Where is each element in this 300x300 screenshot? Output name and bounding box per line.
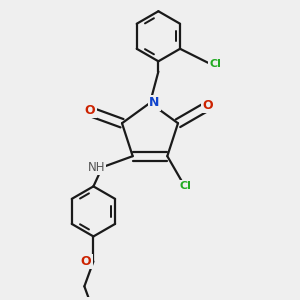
- Text: Cl: Cl: [179, 181, 191, 191]
- Text: O: O: [202, 99, 213, 112]
- Text: NH: NH: [88, 161, 105, 174]
- Text: O: O: [85, 104, 95, 117]
- Text: Cl: Cl: [209, 59, 221, 69]
- Text: N: N: [149, 96, 160, 110]
- Text: O: O: [81, 255, 92, 268]
